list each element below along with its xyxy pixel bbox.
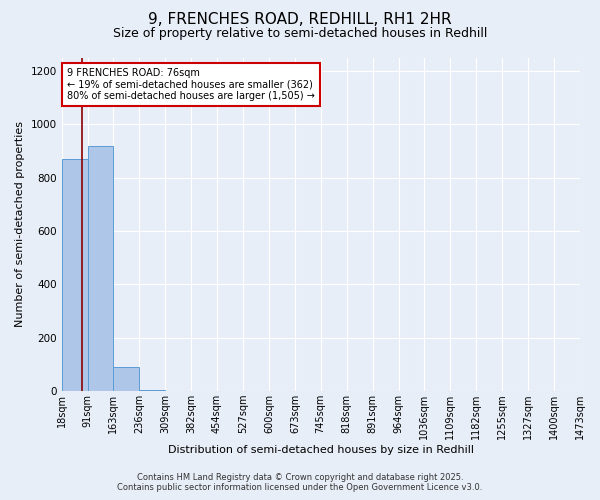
Bar bbox=[62, 159, 88, 391]
Y-axis label: Number of semi-detached properties: Number of semi-detached properties bbox=[15, 122, 25, 328]
Text: Contains HM Land Registry data © Crown copyright and database right 2025.
Contai: Contains HM Land Registry data © Crown c… bbox=[118, 473, 482, 492]
Text: Size of property relative to semi-detached houses in Redhill: Size of property relative to semi-detach… bbox=[113, 28, 487, 40]
X-axis label: Distribution of semi-detached houses by size in Redhill: Distribution of semi-detached houses by … bbox=[168, 445, 474, 455]
Text: 9, FRENCHES ROAD, REDHILL, RH1 2HR: 9, FRENCHES ROAD, REDHILL, RH1 2HR bbox=[148, 12, 452, 28]
Bar bbox=[139, 390, 166, 391]
Bar bbox=[113, 367, 139, 391]
Bar bbox=[88, 146, 113, 391]
Text: 9 FRENCHES ROAD: 76sqm
← 19% of semi-detached houses are smaller (362)
80% of se: 9 FRENCHES ROAD: 76sqm ← 19% of semi-det… bbox=[67, 68, 315, 100]
